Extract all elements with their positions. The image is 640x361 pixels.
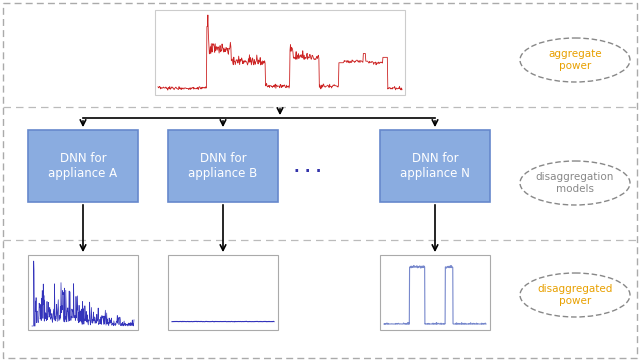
FancyBboxPatch shape bbox=[155, 10, 405, 95]
Ellipse shape bbox=[520, 273, 630, 317]
Ellipse shape bbox=[520, 161, 630, 205]
FancyBboxPatch shape bbox=[168, 255, 278, 330]
Text: . . .: . . . bbox=[294, 160, 322, 174]
FancyBboxPatch shape bbox=[28, 255, 138, 330]
Text: DNN for
appliance N: DNN for appliance N bbox=[400, 152, 470, 180]
FancyBboxPatch shape bbox=[380, 255, 490, 330]
Text: disaggregation
models: disaggregation models bbox=[536, 172, 614, 194]
Text: DNN for
appliance A: DNN for appliance A bbox=[49, 152, 118, 180]
FancyBboxPatch shape bbox=[28, 130, 138, 202]
Ellipse shape bbox=[520, 38, 630, 82]
Text: disaggregated
power: disaggregated power bbox=[538, 284, 612, 306]
FancyBboxPatch shape bbox=[380, 130, 490, 202]
Text: aggregate
power: aggregate power bbox=[548, 49, 602, 71]
Text: DNN for
appliance B: DNN for appliance B bbox=[188, 152, 258, 180]
FancyBboxPatch shape bbox=[168, 130, 278, 202]
